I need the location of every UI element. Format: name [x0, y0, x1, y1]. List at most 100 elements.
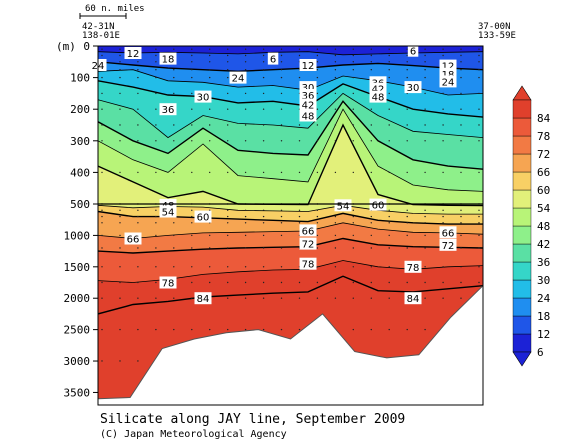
contour-label-60: 60	[194, 210, 212, 224]
sample-dot	[424, 140, 426, 142]
colorbar-swatch-66	[512, 153, 532, 173]
contour-label-bg	[299, 89, 317, 101]
sample-dot	[244, 209, 247, 211]
contour-label-text: 36	[302, 91, 315, 102]
contour-label-bg	[159, 276, 177, 289]
sample-dot	[262, 54, 265, 57]
sample-dot	[298, 140, 301, 142]
contour-label-6: 6	[267, 52, 279, 66]
sample-dot	[442, 92, 444, 95]
sample-dot	[137, 222, 139, 224]
sample-dot	[280, 54, 283, 57]
sample-dot	[460, 76, 462, 79]
sample-dot	[101, 247, 103, 249]
sample-dot	[262, 297, 265, 299]
scale-bar: 60 n. miles	[79, 4, 145, 19]
sample-dot	[334, 48, 337, 50]
sample-dot	[209, 69, 211, 71]
contour-label-60: 60	[369, 198, 387, 212]
sample-dot	[173, 297, 175, 299]
sample-dot	[280, 297, 283, 299]
contour-label-bg	[194, 210, 212, 223]
contour-label-text: 54	[162, 208, 175, 219]
sample-dot	[280, 215, 283, 218]
y-tick-label: 3000	[64, 355, 91, 368]
contour-label-text: 48	[302, 112, 315, 123]
sample-dot	[262, 108, 265, 110]
sample-dot	[101, 209, 103, 211]
sample-dot	[298, 48, 301, 50]
contour-label-bg	[439, 75, 457, 88]
sample-dot	[388, 61, 390, 63]
sample-dot	[227, 209, 229, 211]
sample-dot	[244, 48, 247, 50]
sample-dot	[209, 54, 211, 57]
sample-dot	[406, 54, 408, 57]
sample-dot	[460, 222, 462, 224]
sample-dot	[244, 234, 247, 237]
sample-dot	[460, 266, 462, 268]
sample-dot	[370, 140, 372, 142]
contour-label-text: 84	[197, 294, 210, 305]
start-station-lon: 138-01E	[82, 31, 120, 41]
sample-dot	[191, 247, 193, 249]
contour-label-text: 72	[302, 240, 315, 251]
sample-dot	[209, 61, 211, 63]
sample-dot	[460, 54, 462, 57]
sample-dot	[262, 266, 265, 268]
sample-dot	[119, 297, 121, 299]
sample-dot	[370, 171, 372, 174]
sample-dot	[101, 124, 103, 126]
sample-dot	[424, 171, 426, 174]
sample-dot	[227, 247, 229, 249]
sample-dot	[173, 140, 175, 142]
sample-dot	[406, 281, 408, 284]
sample-dot	[262, 61, 265, 63]
sample-dot	[442, 266, 444, 268]
sample-dot	[209, 48, 211, 50]
sample-dot	[101, 108, 103, 110]
sample-dot	[370, 215, 372, 218]
sample-dot	[173, 48, 175, 50]
sample-dot	[137, 281, 139, 284]
sample-dot	[442, 54, 444, 57]
contour-label-text: 78	[162, 279, 175, 290]
colorbar-label-30: 30	[537, 274, 550, 287]
colorbar-swatch-72	[512, 135, 532, 155]
sample-dot	[424, 209, 426, 211]
sample-dot	[262, 171, 265, 174]
sample-dot	[424, 247, 426, 249]
contour-label-bg	[194, 292, 212, 305]
contour-label-text: 60	[372, 201, 385, 212]
sample-dot	[137, 76, 139, 79]
sample-dot	[137, 328, 139, 331]
contour-label-bg	[299, 59, 317, 71]
sample-dot	[388, 222, 390, 224]
contour-label-66: 66	[299, 224, 317, 237]
sample-dot	[191, 297, 193, 299]
sample-dot	[352, 297, 354, 299]
sample-dot	[137, 171, 139, 174]
contour-label-bg	[369, 198, 387, 211]
sample-dot	[406, 108, 408, 110]
sample-dot	[352, 108, 354, 110]
sample-dot	[424, 328, 426, 331]
contour-label-84: 84	[404, 292, 422, 305]
colorbar-swatch-24	[512, 279, 532, 299]
y-tick-label: 1500	[64, 261, 91, 274]
sample-dot	[424, 215, 426, 218]
chart-title: Silicate along JAY line, September 2009	[100, 412, 405, 427]
contour-label-text: 84	[407, 294, 420, 305]
sample-dot	[460, 69, 462, 71]
sample-dot	[227, 281, 229, 284]
sample-dot	[119, 215, 121, 218]
sample-dot	[280, 48, 283, 50]
sample-dot	[280, 76, 283, 79]
sample-dot	[316, 48, 319, 50]
sample-dot	[478, 76, 480, 79]
sample-dot	[173, 92, 175, 95]
contour-label-18: 18	[159, 52, 177, 66]
sample-dot	[298, 297, 301, 299]
sample-dot	[209, 124, 211, 126]
colorbar-label-24: 24	[537, 292, 551, 305]
